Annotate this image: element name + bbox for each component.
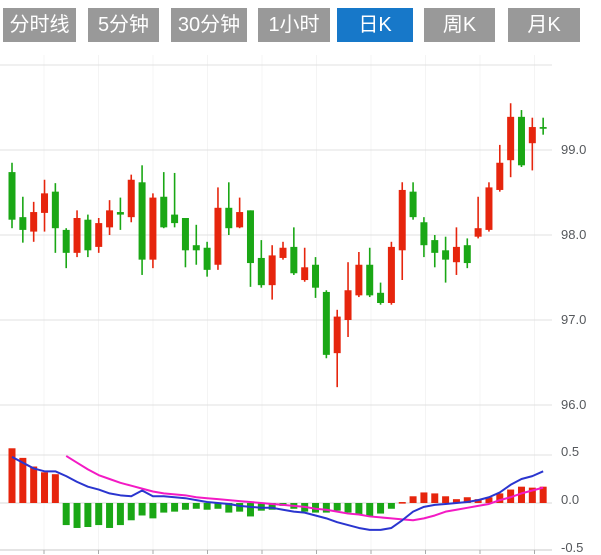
dea-line — [65, 455, 544, 522]
tab-5min[interactable]: 5分钟 — [88, 8, 159, 42]
svg-text:96.0: 96.0 — [561, 397, 586, 412]
svg-text:98.0: 98.0 — [561, 227, 586, 242]
macd-histogram-layer — [8, 448, 547, 528]
tab-30min[interactable]: 30分钟 — [171, 8, 247, 42]
tab-monthly-k[interactable]: 月K — [508, 8, 580, 42]
tab-1hour[interactable]: 1小时 — [258, 8, 330, 42]
svg-text:0.5: 0.5 — [561, 444, 579, 459]
interval-tabbar: 分时线 5分钟 30分钟 1小时 日K 周K 月K — [0, 8, 601, 42]
y-axis-labels: 99.0 98.0 97.0 96.0 0.5 0.0 -0.5 — [561, 142, 586, 555]
tab-time-line[interactable]: 分时线 — [3, 8, 76, 42]
svg-text:0.0: 0.0 — [561, 492, 579, 507]
svg-text:99.0: 99.0 — [561, 142, 586, 157]
x-axis-ticks — [0, 549, 552, 554]
gridlines-layer — [0, 55, 552, 550]
tab-daily-k[interactable]: 日K — [337, 8, 413, 42]
dif-line — [11, 456, 544, 531]
svg-text:-0.5: -0.5 — [561, 540, 583, 555]
candles-layer — [8, 103, 547, 388]
svg-text:97.0: 97.0 — [561, 312, 586, 327]
tab-weekly-k[interactable]: 周K — [424, 8, 495, 42]
